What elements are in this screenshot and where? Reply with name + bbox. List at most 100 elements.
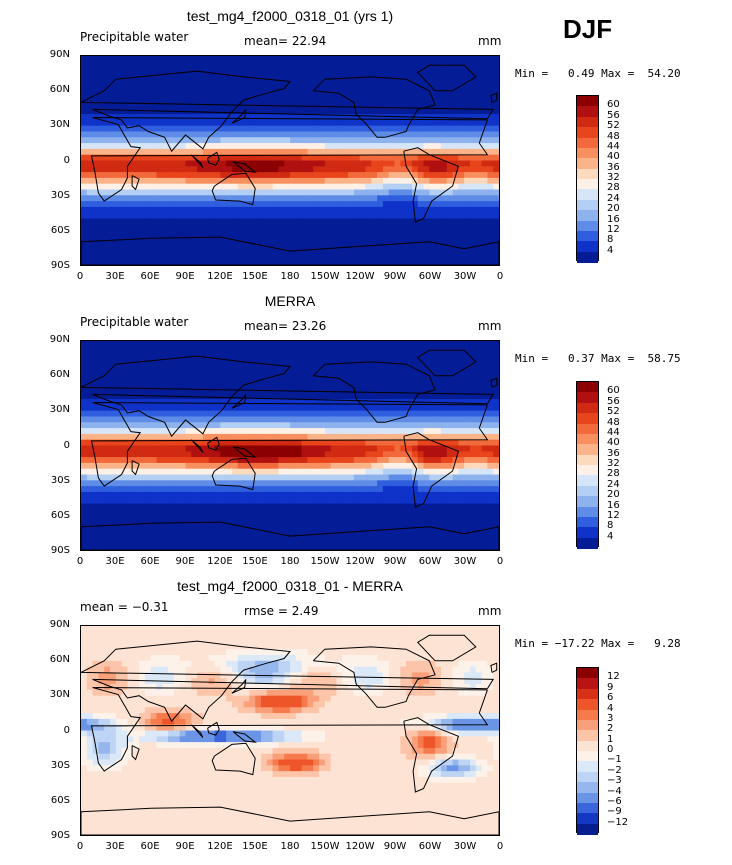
colorbar bbox=[576, 381, 599, 549]
lon-tick-label: 150E bbox=[242, 841, 268, 852]
coastline bbox=[211, 742, 256, 776]
lon-tick-label: 30E bbox=[105, 271, 125, 282]
lat-tick-label: 0 bbox=[63, 439, 70, 451]
lat-tick-label: 30S bbox=[50, 474, 70, 486]
lon-tick-label: 90E bbox=[175, 841, 195, 852]
coastline bbox=[81, 236, 499, 265]
colorbar-segment bbox=[577, 230, 598, 242]
lon-tick-label: 180 bbox=[280, 271, 300, 282]
colorbar-segment bbox=[577, 802, 598, 814]
colorbar-segment bbox=[577, 465, 598, 476]
lon-tick-label: 0 bbox=[496, 556, 504, 567]
panel-left-label: Precipitable water bbox=[80, 315, 189, 329]
colorbar-label: 36 bbox=[607, 161, 620, 173]
colorbar-label: −12 bbox=[607, 816, 629, 828]
lat-tick-label: 90N bbox=[49, 619, 70, 630]
lat-tick-label: 30S bbox=[50, 759, 70, 771]
colorbar-segment bbox=[577, 96, 598, 107]
coastline bbox=[131, 460, 140, 476]
colorbar-segment bbox=[577, 392, 598, 404]
colorbar-segment bbox=[577, 813, 598, 825]
lon-tick-label: 90W bbox=[383, 841, 407, 852]
contour-map bbox=[80, 625, 500, 836]
colorbar-segment bbox=[577, 116, 598, 128]
lon-tick-label: 90W bbox=[383, 271, 407, 282]
coastline bbox=[90, 117, 489, 202]
colorbar-label: 24 bbox=[607, 478, 620, 490]
lat-tick-label: 0 bbox=[63, 154, 70, 166]
panel-minmax: Min = 0.37 Max = 58.75 bbox=[515, 352, 681, 365]
lon-tick-label: 0 bbox=[496, 271, 504, 282]
lon-tick-label: 180 bbox=[280, 556, 300, 567]
lat-tick-label: 90S bbox=[50, 545, 70, 556]
lon-tick-label: 60W bbox=[418, 271, 442, 282]
colorbar-segment bbox=[577, 137, 598, 149]
colorbar-label: 4 bbox=[607, 530, 614, 542]
coastline bbox=[81, 355, 495, 438]
coastline bbox=[403, 147, 460, 223]
map-field bbox=[81, 626, 499, 835]
lon-tick-label: 30W bbox=[453, 271, 477, 282]
colorbar-label: 4 bbox=[607, 244, 614, 256]
colorbar-label: 20 bbox=[607, 203, 620, 215]
lon-tick-label: 150E bbox=[242, 271, 268, 282]
colorbar-segment bbox=[577, 189, 598, 201]
colorbar-label: 48 bbox=[607, 416, 620, 428]
lon-tick-label: 90E bbox=[175, 556, 195, 567]
lon-tick-label: 60E bbox=[140, 841, 160, 852]
panel-units-label: mm bbox=[478, 319, 502, 333]
colorbar-segment bbox=[577, 516, 598, 528]
coastline bbox=[490, 92, 498, 103]
lat-tick-label: 60S bbox=[50, 224, 70, 236]
lon-tick-label: 120W bbox=[345, 841, 375, 852]
lat-tick-label: 30N bbox=[49, 119, 70, 131]
colorbar-label: −3 bbox=[607, 775, 622, 787]
contour-map bbox=[80, 55, 500, 266]
lon-tick-label: 150W bbox=[310, 841, 340, 852]
colorbar-segment bbox=[577, 668, 598, 679]
colorbar-label: −6 bbox=[607, 795, 622, 807]
coastline bbox=[190, 154, 204, 168]
colorbar-label: 9 bbox=[607, 681, 614, 693]
coastline bbox=[190, 439, 204, 453]
colorbar-label: 24 bbox=[607, 192, 620, 204]
coastline bbox=[490, 377, 498, 388]
coastline bbox=[190, 724, 204, 738]
colorbar-label: 16 bbox=[607, 499, 620, 511]
lat-tick-label: 90S bbox=[50, 830, 70, 841]
coastline bbox=[90, 402, 489, 487]
colorbar-label: 12 bbox=[607, 223, 620, 235]
map-field bbox=[81, 56, 499, 265]
colorbar-label: 1 bbox=[607, 733, 614, 745]
coastline bbox=[312, 646, 436, 708]
lon-tick-label: 180 bbox=[280, 841, 300, 852]
coastline bbox=[81, 640, 495, 723]
colorbar-label: 56 bbox=[607, 109, 620, 121]
colorbar-label: 28 bbox=[607, 468, 620, 480]
coastline bbox=[232, 161, 257, 173]
colorbar-segment bbox=[577, 485, 598, 497]
lon-tick-label: 90E bbox=[175, 271, 195, 282]
colorbar-segment bbox=[577, 423, 598, 435]
panel-stat-label: mean= 23.26 bbox=[244, 319, 327, 333]
lon-tick-label: 30E bbox=[105, 841, 125, 852]
panel-minmax: Min = 0.49 Max = 54.20 bbox=[515, 67, 681, 80]
colorbar-segment bbox=[577, 751, 598, 762]
colorbar-label: 12 bbox=[607, 509, 620, 521]
panel-title: test_mg4_f2000_0318_01 (yrs 1) bbox=[186, 8, 394, 24]
coastline bbox=[131, 175, 140, 191]
lon-tick-label: 120W bbox=[345, 271, 375, 282]
lon-tick-label: 0 bbox=[76, 556, 84, 567]
lat-tick-label: 60S bbox=[50, 509, 70, 521]
lat-tick-label: 90N bbox=[49, 334, 70, 345]
lon-tick-label: 60W bbox=[418, 556, 442, 567]
lon-tick-label: 30W bbox=[453, 841, 477, 852]
panel-title: MERRA bbox=[264, 293, 316, 309]
lon-tick-label: 30E bbox=[105, 556, 125, 567]
coastline bbox=[231, 109, 247, 124]
colorbar-segment bbox=[577, 719, 598, 731]
lat-tick-label: 30N bbox=[49, 689, 70, 701]
colorbar-segment bbox=[577, 444, 598, 456]
lon-tick-label: 0 bbox=[76, 271, 84, 282]
colorbar-label: 32 bbox=[607, 458, 620, 469]
